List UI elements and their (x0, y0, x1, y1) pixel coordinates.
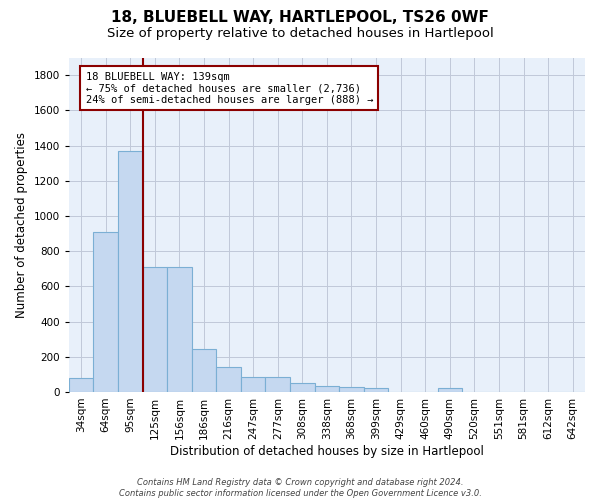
Bar (364, 388, 388, 392)
Bar (290, 383, 314, 392)
Bar (118, 151, 143, 392)
Bar (339, 386, 364, 392)
Bar (94, 232, 118, 392)
Bar (314, 386, 339, 392)
Bar (217, 368, 241, 392)
Text: Size of property relative to detached houses in Hartlepool: Size of property relative to detached ho… (107, 28, 493, 40)
Bar (241, 377, 265, 392)
Y-axis label: Number of detached properties: Number of detached properties (15, 132, 28, 318)
Bar (143, 267, 167, 392)
Text: 18 BLUEBELL WAY: 139sqm
← 75% of detached houses are smaller (2,736)
24% of semi: 18 BLUEBELL WAY: 139sqm ← 75% of detache… (86, 72, 373, 105)
Bar (192, 349, 217, 392)
Bar (265, 377, 290, 392)
Bar (167, 267, 192, 392)
X-axis label: Distribution of detached houses by size in Hartlepool: Distribution of detached houses by size … (170, 444, 484, 458)
Text: Contains HM Land Registry data © Crown copyright and database right 2024.
Contai: Contains HM Land Registry data © Crown c… (119, 478, 481, 498)
Bar (69, 378, 94, 392)
Text: 18, BLUEBELL WAY, HARTLEPOOL, TS26 0WF: 18, BLUEBELL WAY, HARTLEPOOL, TS26 0WF (111, 10, 489, 25)
Bar (437, 388, 462, 392)
